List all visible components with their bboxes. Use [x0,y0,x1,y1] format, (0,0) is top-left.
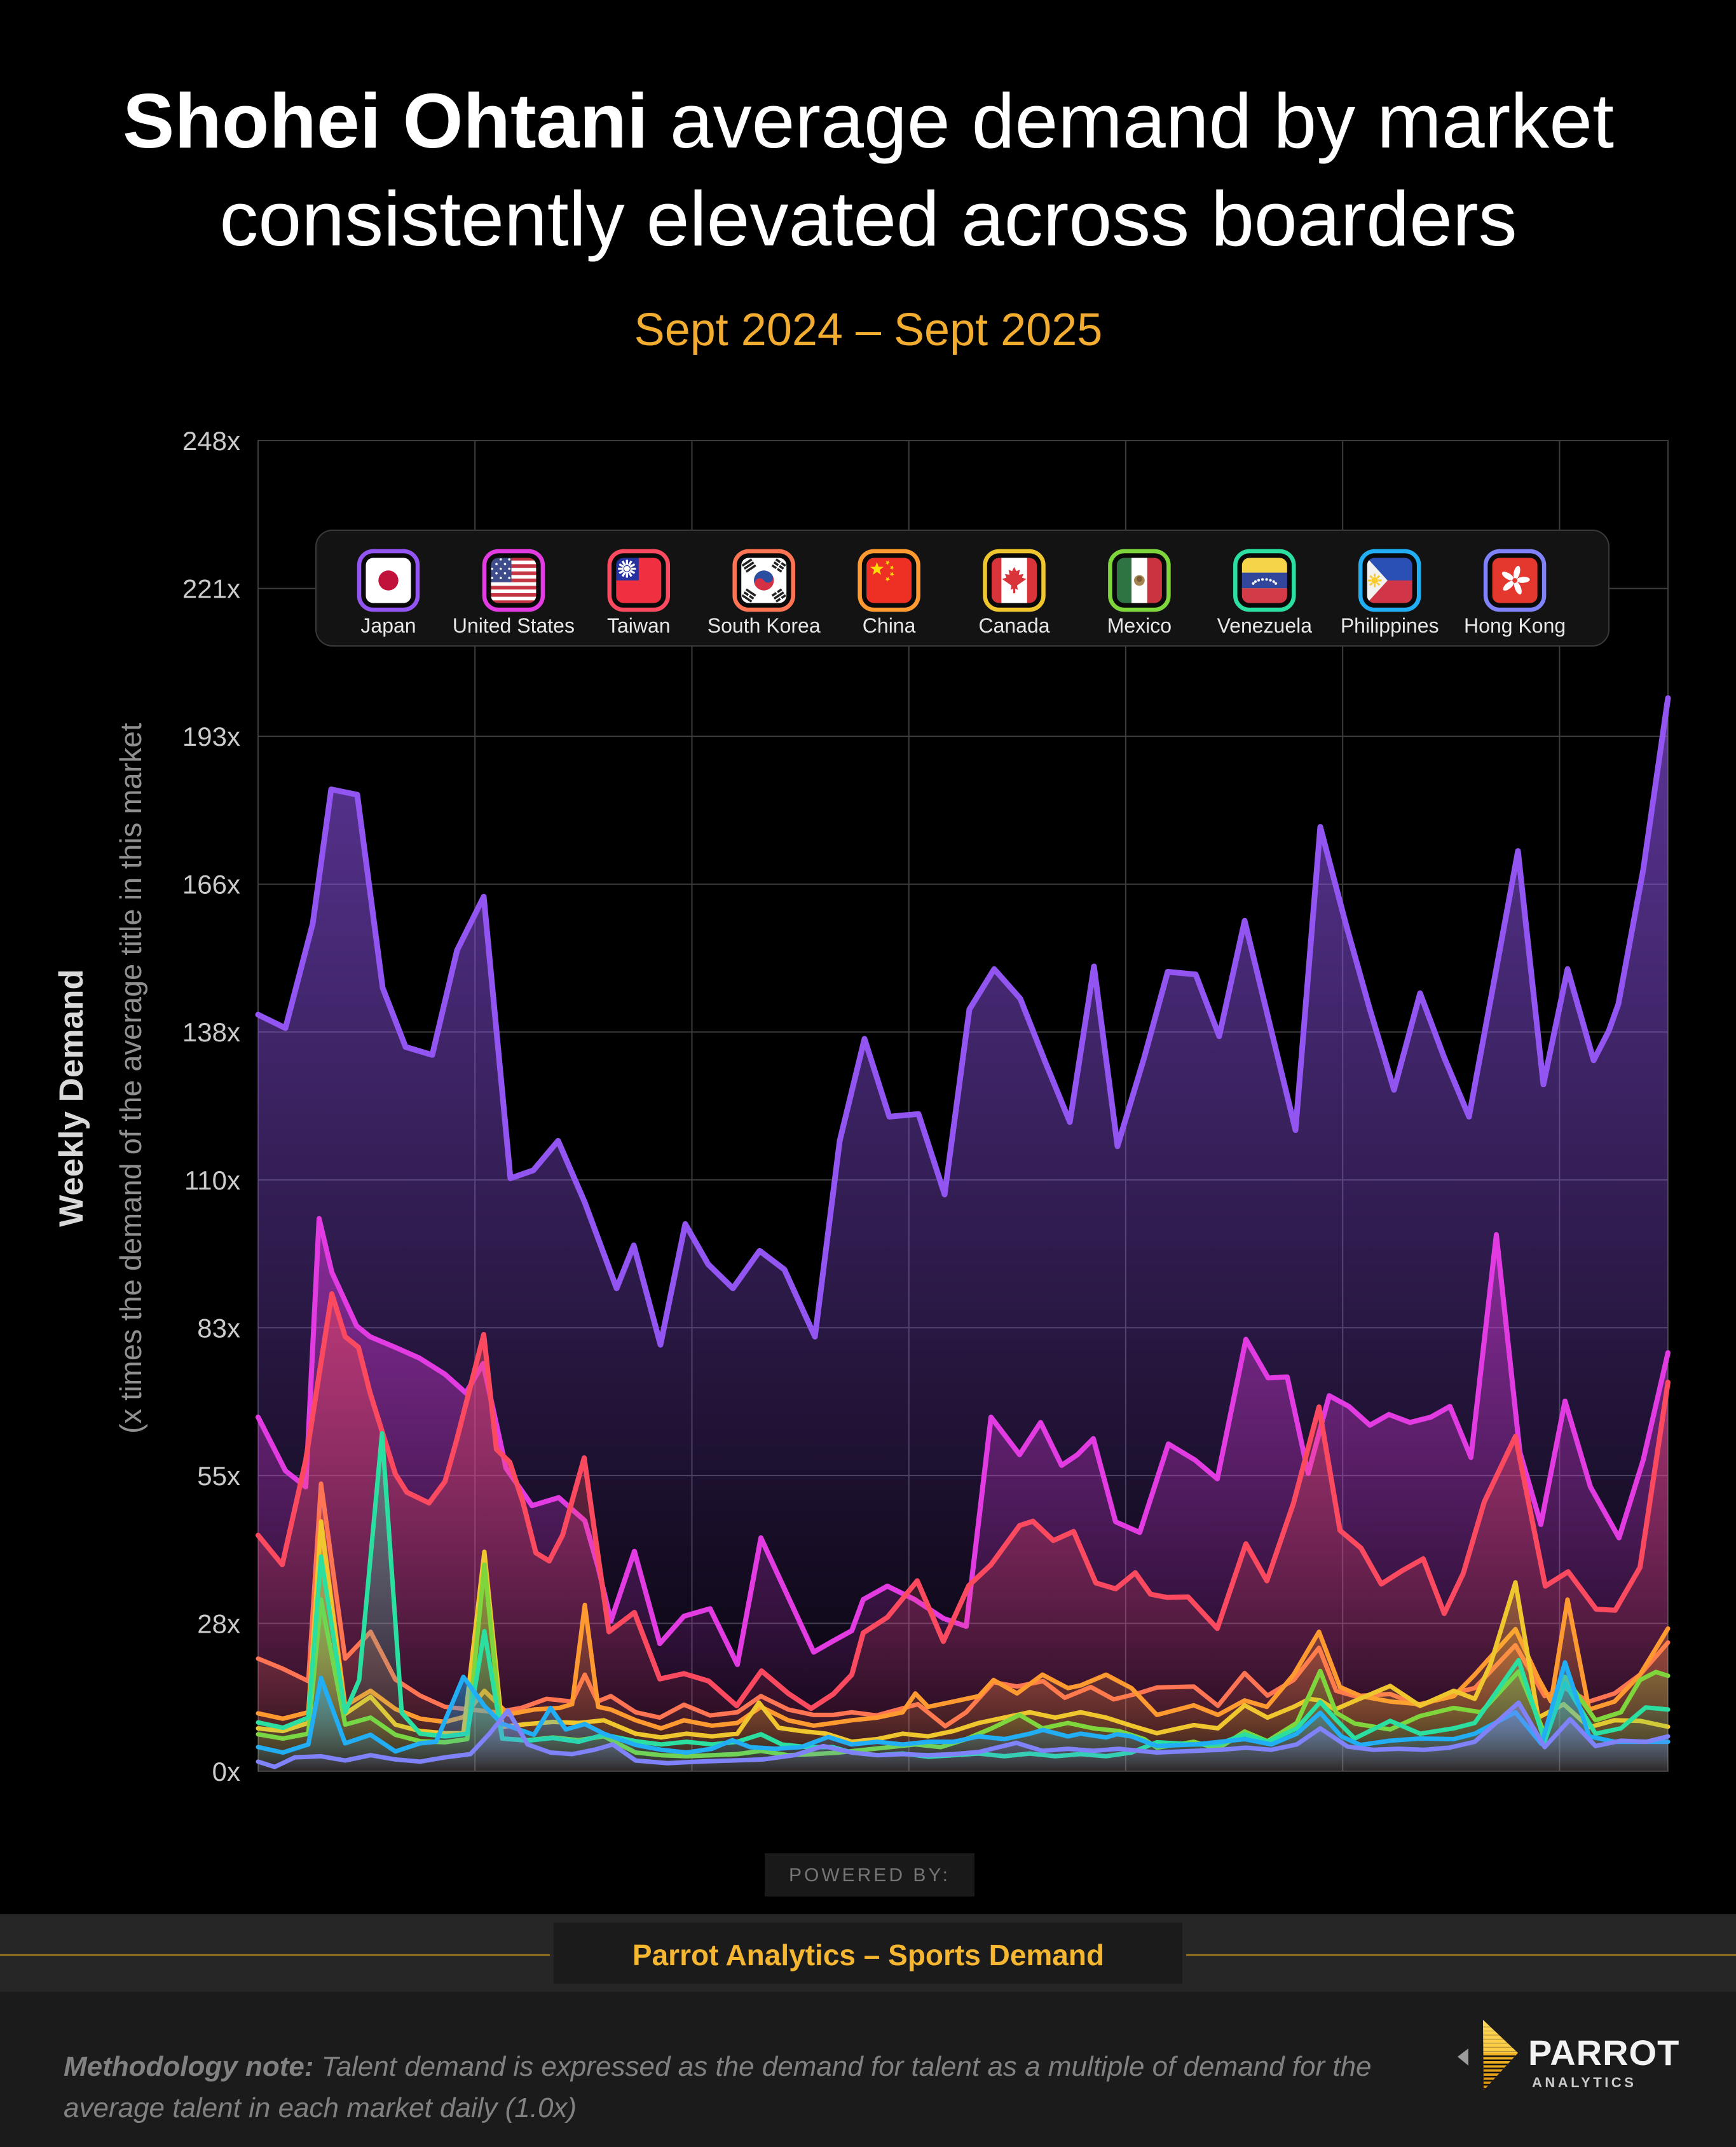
svg-text:193x: 193x [182,722,240,751]
svg-text:Taiwan: Taiwan [607,614,671,637]
svg-text:Mexico: Mexico [1107,614,1172,637]
svg-text:248x: 248x [182,426,240,456]
svg-text:166x: 166x [182,870,240,900]
svg-text:83x: 83x [197,1313,240,1343]
svg-text:138x: 138x [182,1017,240,1047]
svg-text:0x: 0x [212,1757,240,1787]
svg-text:221x: 221x [182,574,240,604]
svg-text:28x: 28x [197,1609,240,1638]
svg-text:consistently elevated across b: consistently elevated across boarders [219,175,1517,262]
svg-text:Venezuela: Venezuela [1217,614,1313,637]
svg-text:Hong Kong: Hong Kong [1464,614,1566,637]
svg-text:Japan: Japan [360,614,416,637]
svg-text:United States: United States [453,614,575,637]
svg-text:South Korea: South Korea [707,614,821,637]
svg-text:Philippines: Philippines [1341,614,1439,637]
svg-text:Methodology note: Talent deman: Methodology note: Talent demand is expre… [64,2051,1372,2082]
svg-text:Canada: Canada [978,614,1049,637]
svg-text:55x: 55x [197,1461,240,1491]
svg-text:(x times the demand of the ave: (x times the demand of the average title… [114,723,147,1434]
svg-text:110x: 110x [184,1165,240,1195]
svg-text:POWERED BY:: POWERED BY: [789,1865,950,1886]
svg-text:Weekly Demand: Weekly Demand [53,969,90,1227]
svg-text:Sept 2024 – Sept 2025: Sept 2024 – Sept 2025 [634,305,1103,355]
svg-text:China: China [863,614,916,637]
svg-text:PARROT: PARROT [1528,2033,1679,2073]
svg-text:ANALYTICS: ANALYTICS [1532,2075,1636,2090]
svg-text:average talent in each market: average talent in each market daily (1.0… [64,2092,577,2123]
svg-text:Parrot Analytics – Sports Dema: Parrot Analytics – Sports Demand [632,1938,1104,1972]
svg-text:Shohei Ohtani average demand b: Shohei Ohtani average demand by market [123,78,1614,164]
